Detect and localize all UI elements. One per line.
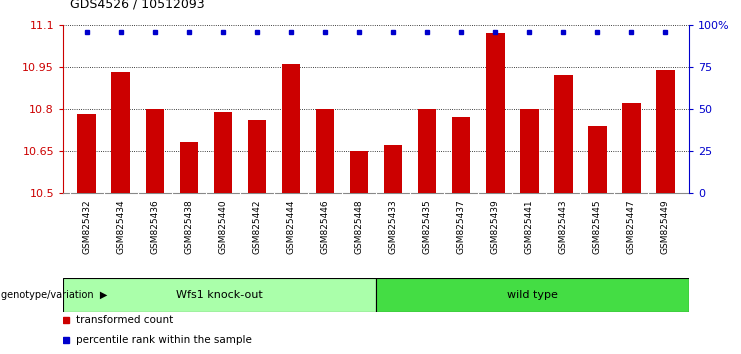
Text: GSM825442: GSM825442 [253, 200, 262, 254]
Bar [418, 109, 436, 193]
Bar [554, 75, 573, 193]
Bar [316, 109, 334, 193]
Text: GSM825446: GSM825446 [321, 200, 330, 255]
Bar [588, 126, 607, 193]
Text: transformed count: transformed count [76, 315, 173, 325]
Bar [145, 109, 165, 193]
Bar [622, 103, 641, 193]
Bar [384, 145, 402, 193]
Bar [520, 109, 539, 193]
Bar [656, 70, 674, 193]
Text: genotype/variation  ▶: genotype/variation ▶ [1, 290, 108, 300]
Text: GSM825445: GSM825445 [593, 200, 602, 255]
Bar [213, 112, 232, 193]
Text: GSM825436: GSM825436 [150, 200, 159, 255]
Bar [63, 278, 376, 312]
Text: GSM825440: GSM825440 [219, 200, 227, 255]
Text: GSM825435: GSM825435 [422, 200, 431, 255]
Text: GSM825437: GSM825437 [456, 200, 465, 255]
Text: GDS4526 / 10512093: GDS4526 / 10512093 [70, 0, 205, 11]
Text: GSM825439: GSM825439 [491, 200, 499, 255]
Text: GSM825441: GSM825441 [525, 200, 534, 255]
Text: GSM825438: GSM825438 [185, 200, 193, 255]
Text: wild type: wild type [507, 290, 558, 300]
Bar [282, 64, 300, 193]
Text: GSM825447: GSM825447 [627, 200, 636, 255]
Bar [247, 120, 266, 193]
Text: GSM825434: GSM825434 [116, 200, 125, 255]
Bar [376, 278, 689, 312]
Bar [179, 142, 199, 193]
Text: Wfs1 knock-out: Wfs1 knock-out [176, 290, 263, 300]
Bar [350, 151, 368, 193]
Bar [486, 33, 505, 193]
Bar [78, 114, 96, 193]
Text: GSM825449: GSM825449 [661, 200, 670, 255]
Text: GSM825433: GSM825433 [388, 200, 398, 255]
Text: GSM825444: GSM825444 [287, 200, 296, 254]
Bar [452, 117, 471, 193]
Text: GSM825443: GSM825443 [559, 200, 568, 255]
Text: GSM825448: GSM825448 [354, 200, 364, 255]
Text: percentile rank within the sample: percentile rank within the sample [76, 335, 251, 346]
Bar [111, 73, 130, 193]
Text: GSM825432: GSM825432 [82, 200, 91, 255]
